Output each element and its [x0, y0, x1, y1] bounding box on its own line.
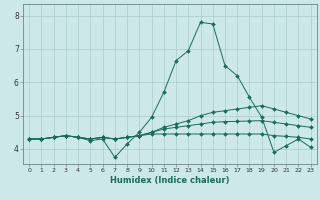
X-axis label: Humidex (Indice chaleur): Humidex (Indice chaleur): [110, 176, 230, 185]
